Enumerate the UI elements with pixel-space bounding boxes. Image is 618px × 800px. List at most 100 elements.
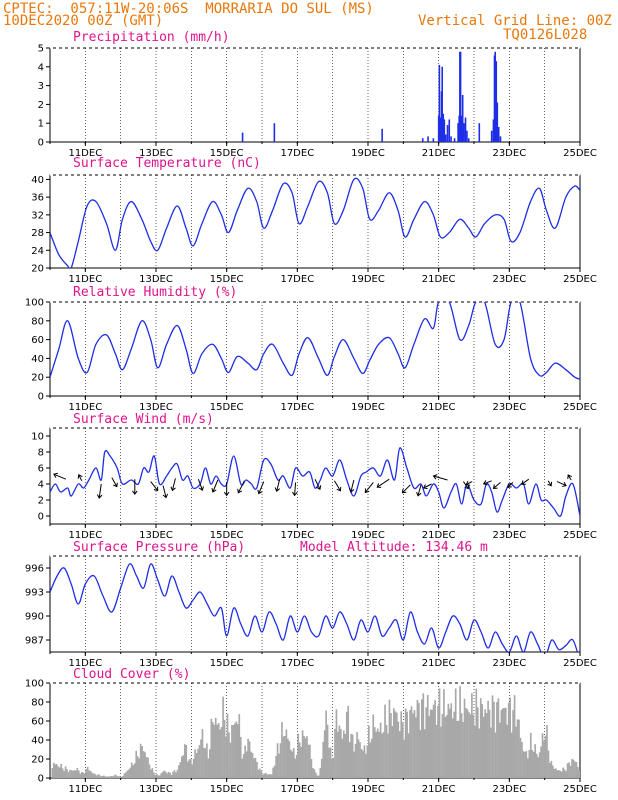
cloud-bar xyxy=(428,715,431,778)
panel-frame-4 xyxy=(49,427,581,525)
wind-arrow-head xyxy=(198,486,204,491)
precip-bar xyxy=(443,119,446,142)
cloud-bar xyxy=(385,724,388,778)
series-line-5 xyxy=(50,563,579,652)
cloud-bar xyxy=(60,763,62,778)
cloud-bar xyxy=(192,758,195,778)
cloud-bar xyxy=(471,693,473,778)
cloud-bar xyxy=(130,762,133,778)
wind-arrow xyxy=(507,482,514,488)
cloud-bar xyxy=(116,776,118,778)
cloud-bar xyxy=(313,769,316,778)
cloud-bar xyxy=(546,725,548,778)
cloud-bar xyxy=(312,768,314,778)
cloud-bar xyxy=(156,774,158,778)
cloud-bar xyxy=(213,724,216,778)
cloud-bar xyxy=(297,733,300,778)
y-tick-label: 2 xyxy=(38,496,44,507)
cloud-bar xyxy=(198,745,201,778)
x-tick-label: 17DEC xyxy=(280,274,314,285)
cloud-bar xyxy=(344,733,347,778)
cloud-bar xyxy=(133,763,136,778)
cloud-bar xyxy=(556,770,559,778)
cloud-bar xyxy=(440,726,442,778)
cloud-bar xyxy=(61,768,64,778)
cloud-bar xyxy=(153,772,155,778)
cloud-bar xyxy=(235,721,238,778)
cloud-bar xyxy=(238,714,241,778)
header-grid-note: Vertical Grid Line: 00Z xyxy=(418,13,612,29)
cloud-bar xyxy=(373,727,376,778)
series-line-2 xyxy=(50,177,580,268)
cloud-bar xyxy=(263,773,266,778)
cloud-bar xyxy=(572,759,575,778)
wind-arrow xyxy=(376,478,390,488)
cloud-bar xyxy=(104,776,107,778)
x-tick-label: 23DEC xyxy=(492,530,526,541)
wind-arrow xyxy=(314,478,321,490)
cloud-bar xyxy=(566,763,569,778)
cloud-bar xyxy=(457,720,460,778)
cloud-bar xyxy=(125,772,127,778)
cloud-bar xyxy=(365,753,367,778)
cloud-bar xyxy=(379,722,382,778)
cloud-bar xyxy=(242,754,245,778)
cloud-bar xyxy=(282,736,285,778)
cloud-bar xyxy=(459,686,461,778)
wind-arrow-head xyxy=(364,488,370,494)
y-tick-label: 28 xyxy=(31,228,44,239)
cloud-bar xyxy=(52,762,55,778)
cloud-bar xyxy=(528,750,531,778)
cloud-bar xyxy=(113,775,115,778)
cloud-bar xyxy=(111,776,114,778)
cloud-bar xyxy=(89,770,92,778)
precip-bar xyxy=(492,119,495,142)
wind-arrow-head xyxy=(507,483,512,489)
cloud-bar xyxy=(403,739,406,778)
cloud-bar xyxy=(279,743,282,778)
series-line-3 xyxy=(50,302,580,380)
cloud-bar xyxy=(325,710,327,778)
cloud-bar xyxy=(173,770,176,778)
precip-bar xyxy=(446,125,449,142)
cloud-bar xyxy=(132,765,135,778)
cloud-bar xyxy=(216,724,219,778)
cloud-bar xyxy=(262,774,264,778)
cloud-bar xyxy=(340,729,342,778)
wind-arrow xyxy=(111,477,118,487)
y-tick-label: 24 xyxy=(31,246,44,257)
cloud-bar xyxy=(267,774,270,778)
cloud-bar xyxy=(123,773,126,778)
cloud-bar xyxy=(341,738,344,778)
wind-arrow-head xyxy=(432,474,438,480)
cloud-bar xyxy=(388,699,391,778)
cloud-bar xyxy=(475,688,478,778)
y-tick-label: 1 xyxy=(38,119,44,130)
cloud-bar xyxy=(63,770,65,778)
cloud-bar xyxy=(241,758,244,778)
cloud-bar xyxy=(369,742,372,778)
cloud-bar xyxy=(157,775,160,778)
cloud-bar xyxy=(117,776,120,778)
cloud-bar xyxy=(257,769,260,778)
cloud-bar xyxy=(329,747,332,778)
cloud-bar xyxy=(378,731,380,778)
cloud-bar xyxy=(554,768,557,778)
cloud-bar xyxy=(158,775,161,778)
cloud-bar xyxy=(569,765,572,778)
wind-arrow xyxy=(171,478,176,491)
y-tick-label: 4 xyxy=(38,62,44,73)
cloud-bar xyxy=(86,766,89,778)
y-tick-label: 36 xyxy=(31,193,44,204)
wind-arrow xyxy=(258,481,265,494)
cloud-bar xyxy=(185,744,188,778)
cloud-bar xyxy=(443,689,445,778)
cloud-bar xyxy=(135,750,138,778)
y-tick-label: 20 xyxy=(31,755,44,766)
cloud-bar xyxy=(51,767,54,778)
cloud-bar xyxy=(80,771,83,778)
cloud-bar xyxy=(272,767,274,778)
x-tick-label: 15DEC xyxy=(210,402,244,413)
cloud-bar xyxy=(270,774,273,778)
